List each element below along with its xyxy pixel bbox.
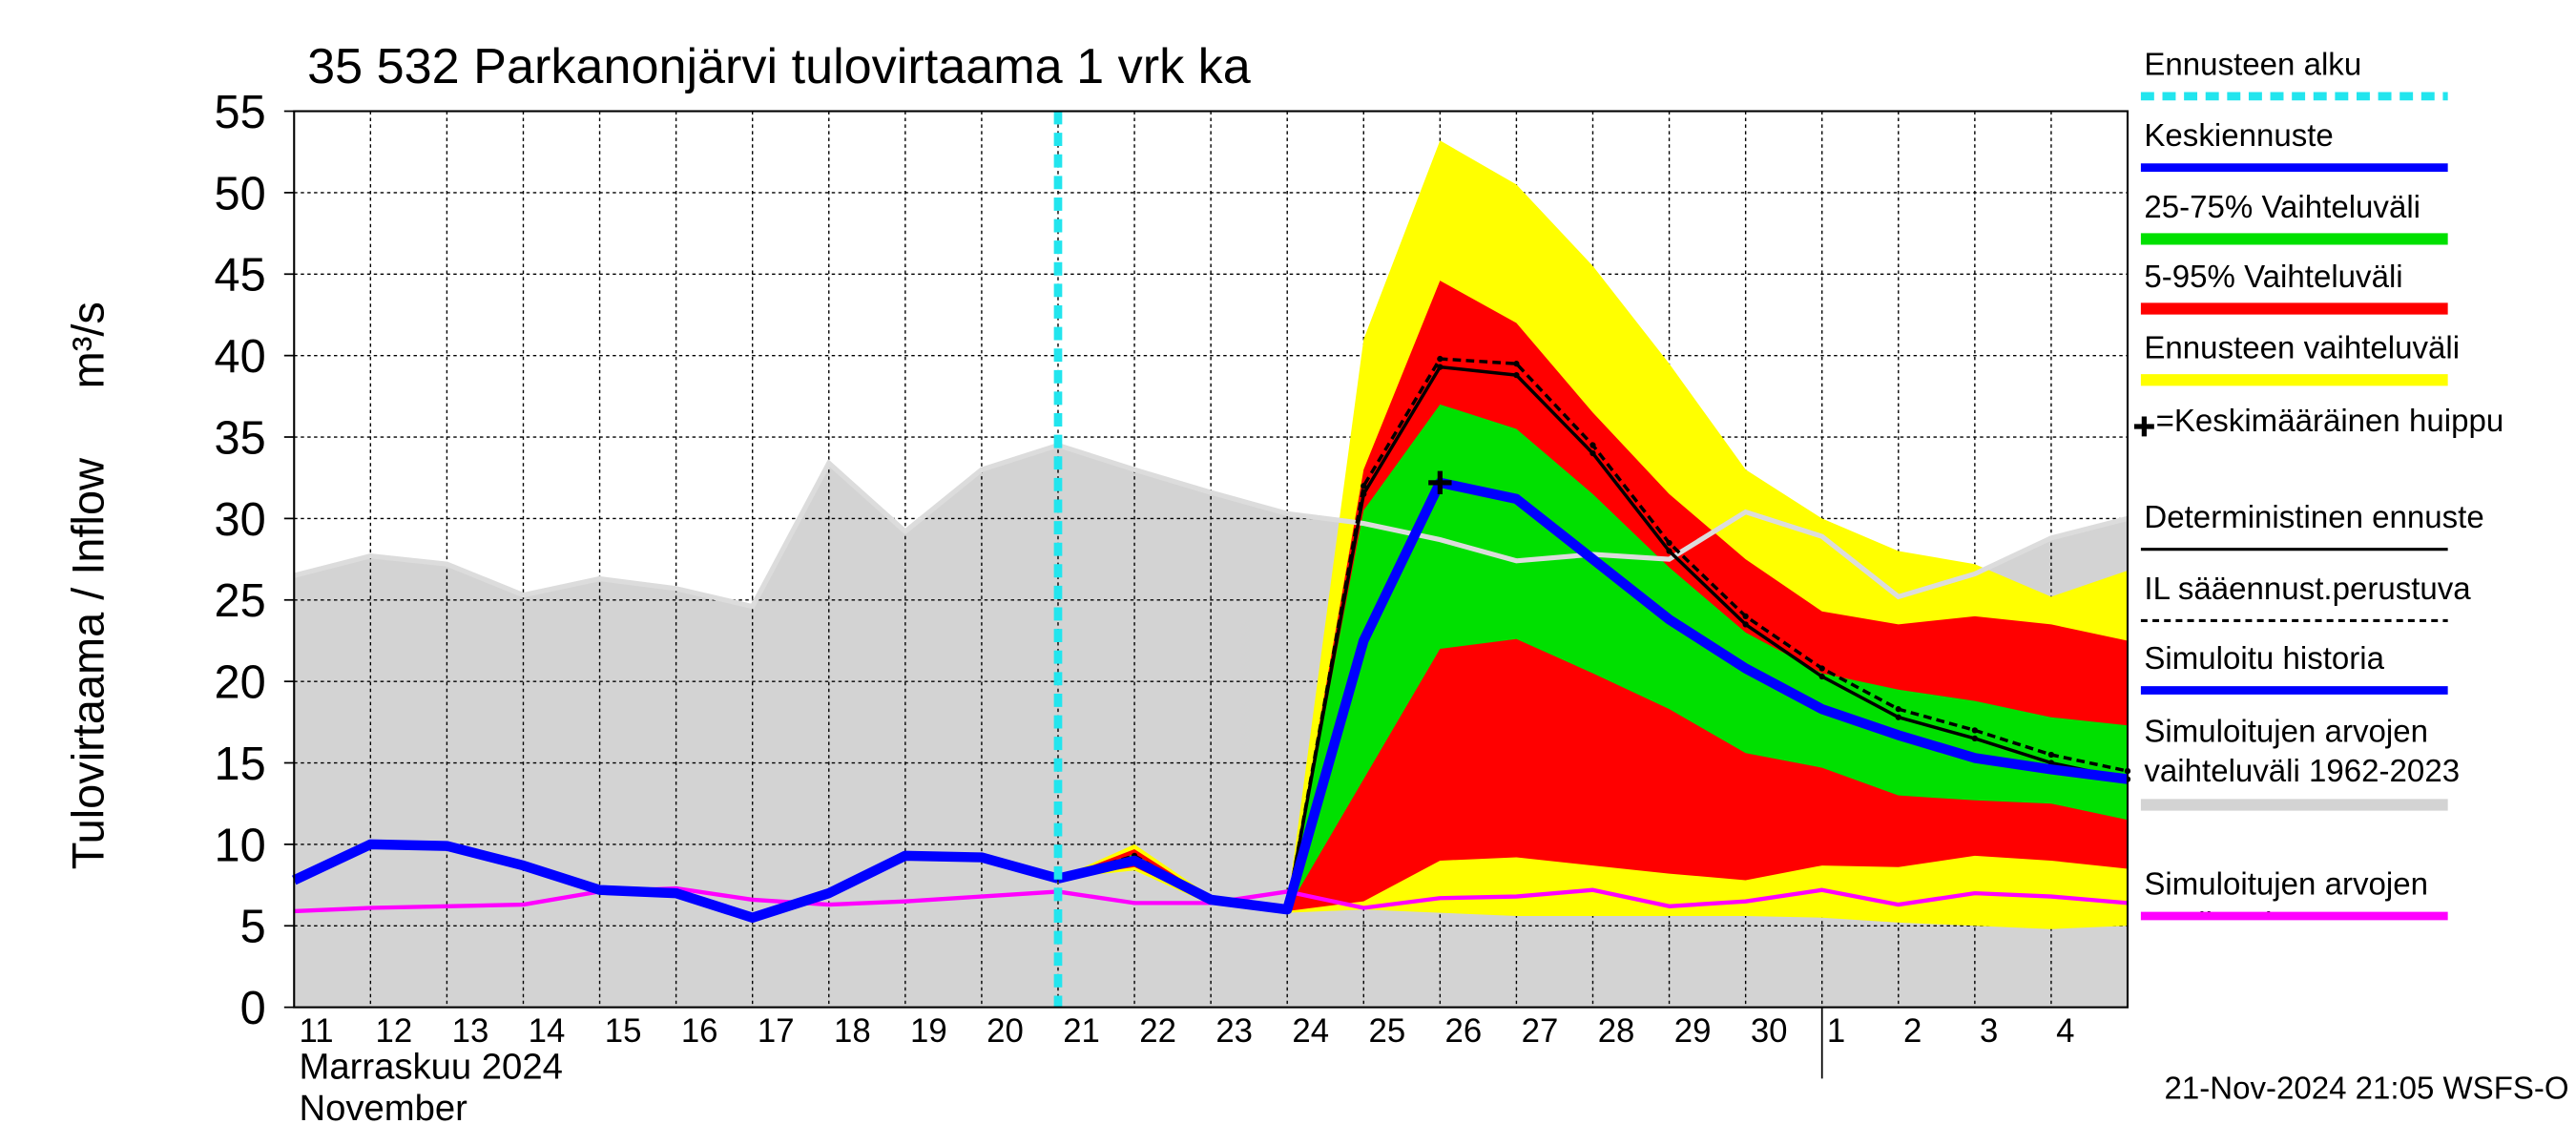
x-tick-label: 23: [1215, 1013, 1253, 1050]
legend-label: Ennusteen vaihteluväli: [2144, 331, 2461, 367]
point: [1895, 706, 1901, 713]
y-tick-label: 20: [215, 657, 266, 709]
series-line: [1056, 477, 2129, 915]
point: [1742, 621, 1749, 628]
legend-text-box: Simuloitu historia: [2144, 642, 2384, 677]
x-tick-label: 30: [1751, 1013, 1788, 1050]
x-tick-label: 1: [1827, 1013, 1845, 1050]
legend-text-box: Deterministinen ennuste: [2144, 501, 2484, 536]
y-axis-unit: m³/s: [62, 302, 113, 388]
legend-label: 25-75% Vaihteluväli: [2144, 191, 2421, 226]
point: [1742, 613, 1749, 619]
x-tick-label: 26: [1445, 1013, 1483, 1050]
y-tick-label: 50: [215, 168, 266, 219]
point: [1818, 673, 1825, 680]
y-tick-label: 15: [215, 739, 266, 790]
legend-text-box: Ennusteen vaihteluväli: [2144, 331, 2461, 367]
x-tick-label: 22: [1139, 1013, 1176, 1050]
x-tick-label: 21: [1063, 1013, 1100, 1050]
x-tick-label: 17: [758, 1013, 795, 1050]
point: [1666, 548, 1672, 554]
timestamp: 21-Nov-2024 21:05 WSFS-O: [2165, 1071, 2569, 1106]
point: [1971, 735, 1978, 742]
x-tick-label: 11: [299, 1013, 333, 1050]
x-tick-label: 15: [605, 1013, 642, 1050]
y-tick-label: 45: [215, 250, 266, 302]
legend-label: Simuloitujen arvojen vaihteluväli 1962-2…: [2144, 715, 2461, 790]
y-tick-label: 25: [215, 575, 266, 627]
legend-text-box: Ennusteen alku: [2144, 48, 2362, 83]
legend-text-box: Simuloitujen arvojen vaihteluväli 1962-2…: [2144, 715, 2461, 790]
legend-label: Ennusteen alku: [2144, 48, 2362, 83]
range-upper-line: [293, 442, 2129, 610]
peak-marker: [1428, 470, 1452, 495]
plot-frame: [293, 110, 2129, 1009]
legend-label: Deterministinen ennuste: [2144, 501, 2484, 536]
y-tick-label: 40: [215, 331, 266, 383]
x-tick-label: 29: [1674, 1013, 1712, 1050]
legend-text-box: Simuloitujen arvojen mediaani: [2144, 867, 2428, 913]
y-tick-label: 0: [240, 983, 266, 1034]
legend-label: 5-95% Vaihteluväli: [2144, 260, 2403, 296]
point: [1513, 361, 1520, 367]
legend-label: Simuloitu historia: [2144, 642, 2384, 677]
point: [1895, 714, 1901, 720]
x-tick-label: 14: [529, 1013, 566, 1050]
x-tick-label: 18: [834, 1013, 871, 1050]
x-tick-label: 2: [1903, 1013, 1922, 1050]
legend-label: IL sääennust.perustuva: [2144, 572, 2471, 608]
point: [1818, 665, 1825, 672]
month-label: Marraskuu 2024: [299, 1046, 562, 1087]
legend-label: Simuloitujen arvojen mediaani: [2144, 867, 2428, 913]
legend-label: =Keskimääräinen huippu: [2155, 405, 2504, 440]
x-tick-label: 12: [376, 1013, 413, 1050]
point: [1971, 727, 1978, 734]
legend-text-box: 25-75% Vaihteluväli: [2144, 191, 2421, 226]
y-tick-label: 55: [215, 87, 266, 138]
month-label-en: November: [299, 1088, 467, 1129]
legend-plus: [2133, 416, 2154, 437]
x-tick-label: 27: [1522, 1013, 1559, 1050]
y-tick-label: 5: [240, 902, 266, 953]
x-tick-label: 25: [1368, 1013, 1405, 1050]
x-tick-label: 4: [2056, 1013, 2074, 1050]
x-tick-label: 3: [1980, 1013, 1998, 1050]
x-tick-label: 13: [452, 1013, 489, 1050]
point: [1513, 372, 1520, 379]
legend-text-box: 5-95% Vaihteluväli: [2144, 260, 2403, 296]
point: [1666, 539, 1672, 547]
y-tick-label: 10: [215, 820, 266, 871]
x-tick-label: 16: [681, 1013, 718, 1050]
point: [1437, 355, 1444, 363]
y-tick-label: 30: [215, 494, 266, 546]
x-tick-label: 19: [910, 1013, 947, 1050]
point: [1589, 449, 1596, 457]
y-axis-label: Tulovirtaama / Inflow: [62, 457, 113, 869]
x-tick-label: 24: [1292, 1013, 1329, 1050]
point: [2047, 751, 2055, 759]
x-tick-label: 20: [987, 1013, 1024, 1050]
point: [1589, 442, 1596, 448]
x-tick-label: 28: [1598, 1013, 1635, 1050]
legend-label: Keskiennuste: [2144, 119, 2334, 155]
y-tick-label: 35: [215, 412, 266, 464]
point: [1361, 483, 1367, 489]
series-line: [292, 839, 1060, 923]
legend-text-box: IL sääennust.perustuva: [2144, 572, 2471, 608]
chart-title: 35 532 Parkanonjärvi tulovirtaama 1 vrk …: [307, 39, 1251, 94]
legend-text-box: =Keskimääräinen huippu: [2155, 405, 2504, 440]
legend-text-box: Keskiennuste: [2144, 119, 2334, 155]
point: [1437, 364, 1444, 370]
